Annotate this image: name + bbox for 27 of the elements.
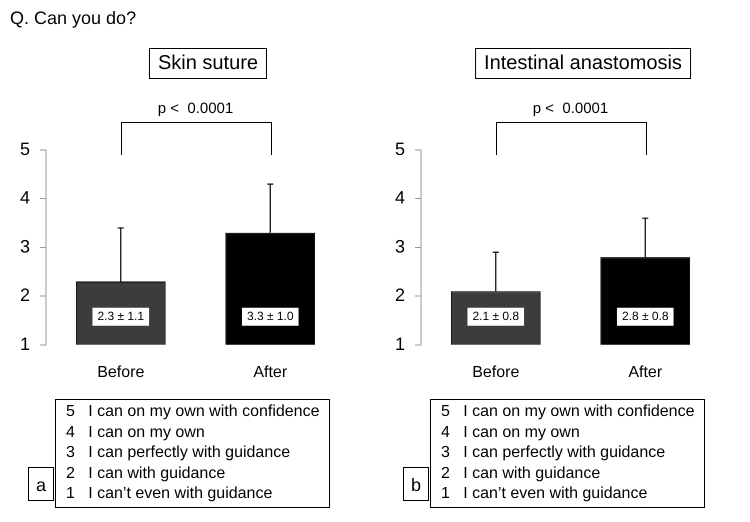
data-label: 2.8 ± 0.8 [622,309,669,324]
data-label: 2.3 ± 1.1 [97,309,144,324]
text: b [403,467,429,501]
y-tick-label: 4 [20,188,30,208]
y-tick-label: 3 [20,236,30,256]
chart-title: Intestinal anastomosis [475,48,691,79]
y-tick-label: 4 [394,188,406,208]
y-tick-label: 1 [20,334,30,354]
text: Q. Can you do? [10,8,136,29]
y-tick-label: 5 [394,138,406,159]
y-tick-label: 1 [394,334,406,354]
text: 5 I can on my own with confidence 4 I can on my own 3 I can perfectly with guidance 2 I can with guidance 1 I can’t even with guidance [430,399,706,508]
data-label: 2.1 ± 0.8 [472,309,520,324]
text: 5 I can on my own with confidence 4 I can on my own 3 I can perfectly with guidance 2 I can with guidance 1 I can’t even with guidance [55,399,330,508]
chart-title: Skin suture [148,48,268,79]
data-label: 3.3 ± 1.0 [246,309,294,324]
y-tick-label: 5 [20,138,30,159]
x-tick-label: After [253,364,288,381]
text: p < 0.0001 [158,100,234,117]
x-tick-label: Before [472,364,520,381]
text: a [28,467,54,501]
y-tick-label: 3 [394,236,406,256]
y-tick-label: 2 [394,285,406,306]
x-tick-label: Before [97,364,144,381]
x-tick-label: After [628,364,663,381]
text: p < 0.0001 [532,100,608,117]
y-tick-label: 2 [20,285,30,306]
